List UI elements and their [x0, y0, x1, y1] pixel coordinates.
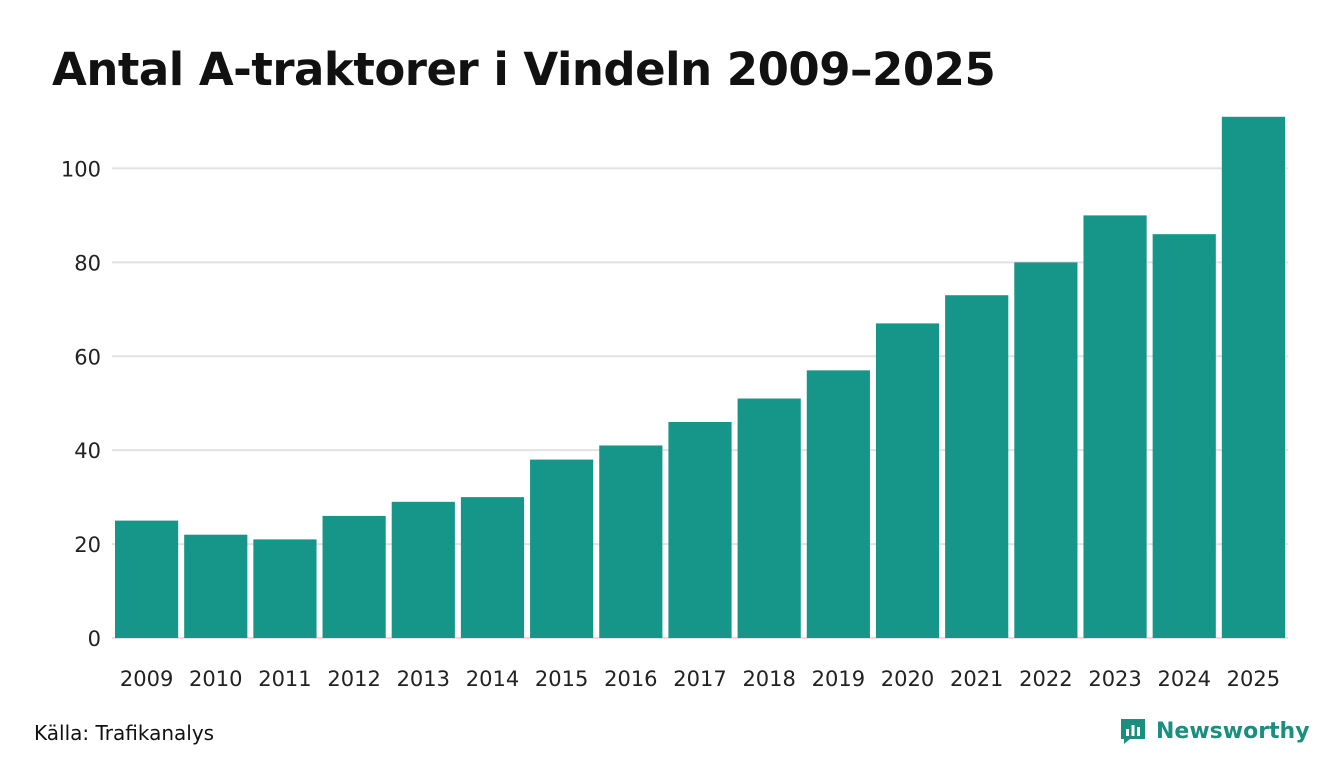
bar-2022: [1014, 262, 1078, 638]
y-tick-label: 20: [74, 533, 101, 557]
bar-2019: [806, 370, 870, 638]
brand-logo: Newsworthy: [1118, 714, 1310, 748]
y-tick-label: 80: [74, 251, 101, 275]
bar-2023: [1083, 215, 1147, 639]
x-tick-label: 2017: [673, 667, 726, 691]
x-tick-label: 2013: [397, 667, 450, 691]
bar-2018: [737, 398, 801, 638]
brand-name: Newsworthy: [1156, 718, 1310, 744]
source-label: Källa: Trafikanalys: [34, 721, 215, 745]
x-tick-label: 2020: [881, 667, 934, 691]
bar-2017: [668, 422, 732, 638]
y-axis-ticks: 0 20 40 60 80 100: [61, 157, 101, 651]
chart-title: Antal A-traktorer i Vindeln 2009–2025: [52, 43, 996, 96]
x-tick-label: 2022: [1019, 667, 1072, 691]
newsworthy-logo-icon: [1121, 719, 1145, 744]
y-tick-label: 0: [88, 627, 101, 651]
bar-2009: [115, 520, 179, 638]
bar-2024: [1152, 234, 1216, 638]
x-tick-label: 2023: [1088, 667, 1141, 691]
x-tick-label: 2015: [535, 667, 588, 691]
x-tick-label: 2011: [258, 667, 311, 691]
x-tick-label: 2024: [1158, 667, 1211, 691]
x-tick-label: 2025: [1227, 667, 1280, 691]
x-tick-label: 2021: [950, 667, 1003, 691]
bar-2013: [391, 501, 455, 638]
bar-2020: [875, 323, 940, 638]
x-tick-label: 2018: [742, 667, 795, 691]
x-tick-label: 2010: [189, 667, 242, 691]
bar-2012: [322, 515, 386, 638]
x-tick-label: 2016: [604, 667, 657, 691]
x-tick-label: 2009: [120, 667, 173, 691]
x-axis-ticks: 2009 2010 2011 2012 2013 2014 2015 2016 2017 2018…: [120, 667, 1280, 691]
bars: [115, 116, 1285, 639]
y-tick-label: 100: [61, 157, 101, 181]
x-tick-label: 2014: [466, 667, 519, 691]
y-tick-label: 60: [74, 345, 101, 369]
bar-2021: [945, 295, 1009, 638]
y-tick-label: 40: [74, 439, 101, 463]
bar-2015: [530, 459, 594, 638]
bar-2014: [460, 497, 525, 638]
bar-2011: [253, 539, 317, 638]
x-tick-label: 2019: [812, 667, 865, 691]
bar-2010: [184, 534, 248, 638]
x-tick-label: 2012: [327, 667, 380, 691]
bar-2025: [1221, 116, 1285, 639]
bar-2016: [599, 445, 663, 638]
